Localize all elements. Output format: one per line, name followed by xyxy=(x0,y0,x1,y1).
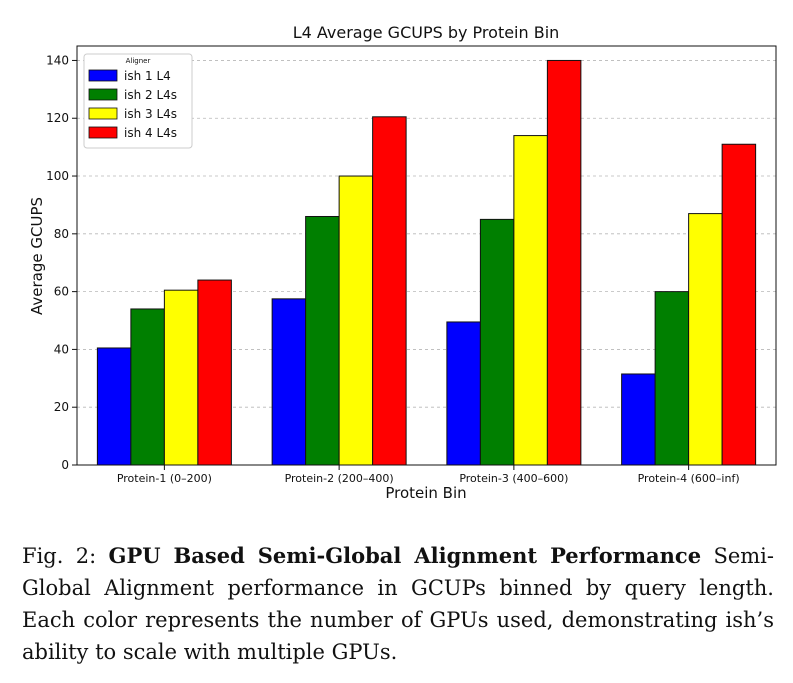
y-axis-label: Average GCUPS xyxy=(28,197,46,315)
bar xyxy=(688,213,723,466)
y-tick-label: 20 xyxy=(54,400,69,414)
legend: Aligner ish 1 L4 ish 2 L4s ish 3 L4s ish 4 … xyxy=(83,53,193,149)
y-tick-label: 60 xyxy=(54,285,69,299)
y-tick-label: 80 xyxy=(54,227,69,241)
y-axis: 0 20 40 60 80 100 120 140 xyxy=(46,53,77,472)
bar xyxy=(130,308,165,466)
bar xyxy=(479,218,515,466)
bar xyxy=(546,59,582,466)
chart-area: L4 Average GCUPS by Protein Bin 0 20 40 60 8… xyxy=(28,23,777,502)
chart-title: L4 Average GCUPS by Protein Bin xyxy=(293,23,560,42)
bar xyxy=(305,215,340,466)
bar-chart: L4 Average GCUPS by Protein Bin 0 20 40 60 8… xyxy=(28,23,777,502)
legend-items: ish 1 L4 ish 2 L4s ish 3 L4s ish 4 L4s xyxy=(88,69,177,140)
x-axis: Protein-1 (0–200) Protein-2 (200–400) Prot… xyxy=(117,465,740,485)
caption-label: Fig. 2: xyxy=(22,544,109,568)
x-axis-label: Protein Bin xyxy=(385,484,466,502)
legend-label: ish 4 L4s xyxy=(124,126,177,140)
bar xyxy=(163,289,199,466)
bar xyxy=(96,347,132,466)
bar xyxy=(621,373,656,466)
bar xyxy=(197,279,232,466)
y-tick-label: 40 xyxy=(54,342,69,356)
bar xyxy=(271,298,307,466)
bar xyxy=(446,321,481,466)
legend-label: ish 1 L4 xyxy=(124,69,171,83)
x-tick-label: Protein-1 (0–200) xyxy=(117,472,212,485)
bar xyxy=(721,143,757,466)
bar xyxy=(372,116,407,466)
legend-label: ish 3 L4s xyxy=(124,107,177,121)
bar xyxy=(654,291,690,466)
legend-swatch xyxy=(88,126,118,139)
bars xyxy=(96,59,757,466)
y-tick-label: 100 xyxy=(46,169,69,183)
x-tick-label: Protein-3 (400–600) xyxy=(459,472,568,485)
plot-frame xyxy=(76,45,777,466)
y-tick-label: 140 xyxy=(46,53,69,67)
caption-title: GPU Based Semi-Global Alignment Performa… xyxy=(108,543,702,568)
bar xyxy=(338,175,374,466)
figure-caption: Fig. 2: GPU Based Semi-Global Alignment … xyxy=(22,540,774,668)
legend-label: ish 2 L4s xyxy=(124,88,177,102)
legend-title: Aligner xyxy=(126,57,151,65)
y-tick-label: 0 xyxy=(61,458,69,472)
caption-text: Semi-Global Alignment performance in GCU… xyxy=(22,544,774,664)
y-tick-label: 120 xyxy=(46,111,69,125)
bar xyxy=(513,135,548,466)
legend-swatch xyxy=(88,107,118,120)
x-tick-label: Protein-2 (200–400) xyxy=(285,472,394,485)
legend-swatch xyxy=(88,88,118,101)
x-tick-label: Protein-4 (600–inf) xyxy=(638,472,740,485)
legend-swatch xyxy=(88,69,118,82)
